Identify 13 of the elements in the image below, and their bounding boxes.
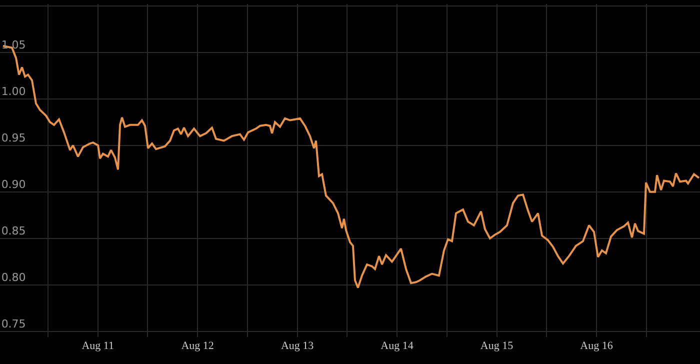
x-tick-label: Aug 12 [181, 340, 214, 352]
x-tick-label: Aug 13 [280, 340, 314, 352]
y-tick-label: 0.80 [1, 271, 26, 284]
y-tick-label: 0.75 [1, 318, 26, 331]
y-tick-label: 1.00 [1, 85, 26, 98]
y-tick-label: 0.90 [1, 178, 26, 192]
y-tick-label: 1.05 [1, 38, 26, 52]
x-tick-label: Aug 11 [82, 340, 114, 352]
x-tick-label: Aug 15 [480, 340, 514, 352]
y-tick-label: 0.95 [1, 132, 26, 145]
y-tick-label: 0.85 [1, 224, 26, 238]
x-tick-label: Aug 14 [380, 340, 414, 352]
x-tick-label: Aug 16 [580, 340, 614, 352]
